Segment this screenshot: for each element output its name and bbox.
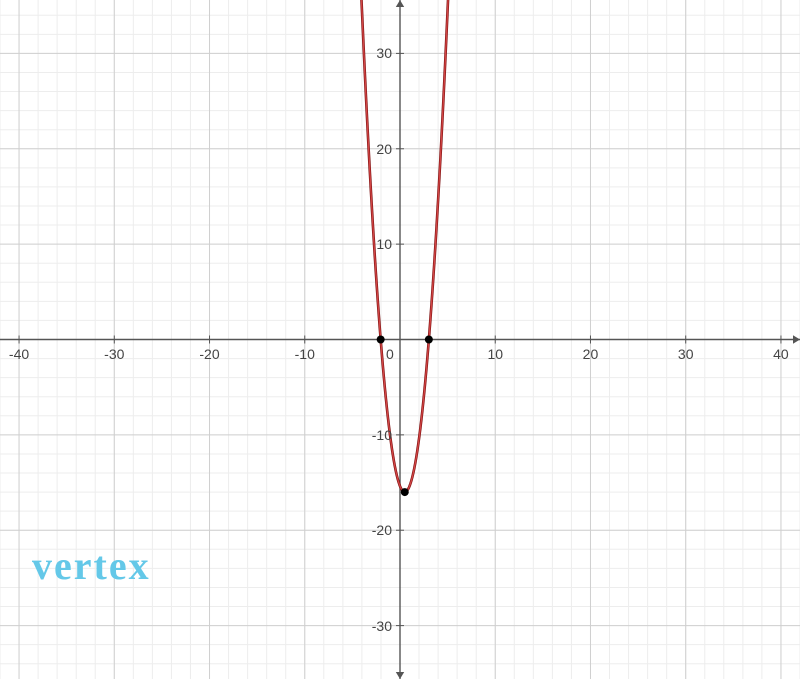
x-tick-label: 20	[583, 346, 599, 362]
x-tick-label: -10	[295, 346, 315, 362]
y-tick-label: -20	[372, 522, 392, 538]
chart-container: -40 -30 -20 -10 0 10 20 30 40 30 20 10 -10 -20 -30 ver…	[0, 0, 800, 679]
x-tick-label: 30	[678, 346, 694, 362]
x-tick-label: 0	[386, 346, 394, 362]
x-tick-label: 10	[487, 346, 503, 362]
x-tick-label: -30	[104, 346, 124, 362]
y-tick-label: 30	[376, 45, 392, 61]
x-tick-label: 40	[773, 346, 789, 362]
vertex-annotation: vertex	[32, 542, 151, 589]
y-tick-label: -30	[372, 618, 392, 634]
y-tick-label: 20	[376, 141, 392, 157]
x-tick-label: -40	[9, 346, 29, 362]
x-tick-label: -20	[199, 346, 219, 362]
y-tick-label: -10	[372, 427, 392, 443]
y-tick-label: 10	[376, 236, 392, 252]
